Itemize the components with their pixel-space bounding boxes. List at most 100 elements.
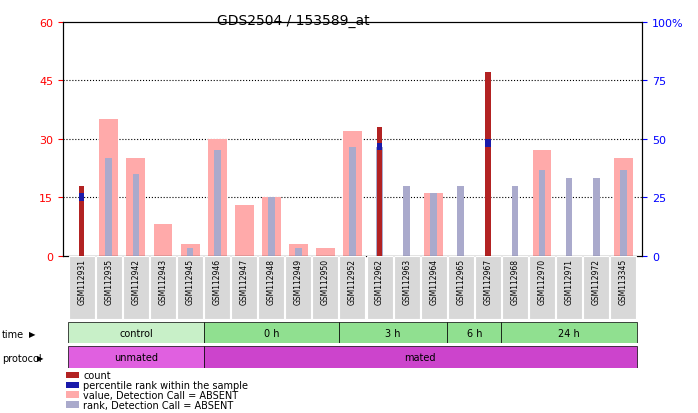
Text: GSM112946: GSM112946 — [213, 259, 222, 305]
Bar — [186, 248, 193, 256]
Bar — [349, 147, 356, 256]
Bar — [316, 248, 335, 256]
Bar — [448, 257, 474, 319]
Text: GSM112931: GSM112931 — [77, 259, 87, 304]
Text: GSM112967: GSM112967 — [483, 259, 492, 305]
Bar — [105, 159, 112, 256]
Bar — [512, 186, 519, 256]
Text: value, Detection Call = ABSENT: value, Detection Call = ABSENT — [83, 390, 238, 400]
Bar — [565, 178, 572, 256]
Bar — [154, 225, 172, 256]
Bar — [214, 151, 221, 256]
Text: GSM112971: GSM112971 — [565, 259, 574, 304]
Bar — [620, 171, 627, 256]
Bar — [501, 323, 637, 343]
Text: GSM112962: GSM112962 — [375, 259, 384, 304]
Bar — [79, 194, 84, 202]
Bar — [485, 140, 491, 147]
Bar — [99, 120, 119, 256]
Bar — [376, 147, 383, 256]
Text: GSM112943: GSM112943 — [158, 259, 168, 305]
Text: GDS2504 / 153589_at: GDS2504 / 153589_at — [217, 14, 369, 28]
Bar — [343, 132, 362, 256]
Bar — [289, 244, 308, 256]
Bar — [593, 178, 600, 256]
Bar — [123, 257, 149, 319]
Bar — [394, 257, 419, 319]
Text: GSM112968: GSM112968 — [510, 259, 519, 304]
Text: GSM112972: GSM112972 — [592, 259, 601, 304]
Bar — [377, 143, 383, 151]
Bar — [610, 257, 636, 319]
Bar — [485, 73, 491, 256]
Bar — [262, 198, 281, 256]
Text: control: control — [119, 328, 153, 338]
Text: GSM112970: GSM112970 — [537, 259, 547, 305]
Bar — [258, 257, 284, 319]
Bar — [339, 323, 447, 343]
Text: 24 h: 24 h — [558, 328, 580, 338]
Text: GSM112950: GSM112950 — [321, 259, 330, 305]
Bar — [421, 257, 447, 319]
Bar — [69, 257, 95, 319]
Bar — [313, 257, 339, 319]
Text: GSM112965: GSM112965 — [456, 259, 466, 305]
Bar — [556, 257, 582, 319]
Bar — [68, 323, 204, 343]
Bar — [583, 257, 609, 319]
Bar — [268, 198, 274, 256]
Bar — [529, 257, 555, 319]
Bar — [614, 159, 632, 256]
Text: GSM112942: GSM112942 — [131, 259, 140, 304]
Bar — [204, 323, 339, 343]
Bar — [475, 257, 501, 319]
Text: rank, Detection Call = ABSENT: rank, Detection Call = ABSENT — [83, 400, 233, 410]
Bar — [533, 151, 551, 256]
Bar — [457, 186, 464, 256]
Text: percentile rank within the sample: percentile rank within the sample — [83, 380, 248, 390]
Text: GSM112964: GSM112964 — [429, 259, 438, 305]
Bar — [235, 206, 253, 256]
Text: GSM113345: GSM113345 — [618, 259, 628, 305]
Text: GSM112952: GSM112952 — [348, 259, 357, 304]
Text: 6 h: 6 h — [466, 328, 482, 338]
Text: ▶: ▶ — [37, 354, 43, 363]
Text: GSM112963: GSM112963 — [402, 259, 411, 305]
Bar — [79, 186, 84, 256]
Bar — [208, 140, 227, 256]
Text: unmated: unmated — [114, 352, 158, 362]
Bar — [231, 257, 257, 319]
Text: ▶: ▶ — [29, 329, 36, 338]
Text: GSM112948: GSM112948 — [267, 259, 276, 304]
Text: mated: mated — [404, 352, 436, 362]
Bar — [431, 194, 437, 256]
Bar — [502, 257, 528, 319]
Text: GSM112935: GSM112935 — [104, 259, 113, 305]
Text: GSM112947: GSM112947 — [239, 259, 248, 305]
Bar — [177, 257, 203, 319]
Bar — [447, 323, 501, 343]
Bar — [96, 257, 122, 319]
Bar — [424, 194, 443, 256]
Bar — [126, 159, 145, 256]
Text: protocol: protocol — [2, 353, 42, 363]
Bar — [339, 257, 366, 319]
Text: GSM112945: GSM112945 — [186, 259, 195, 305]
Text: 0 h: 0 h — [264, 328, 279, 338]
Bar — [204, 347, 637, 368]
Bar — [181, 244, 200, 256]
Bar — [68, 347, 204, 368]
Bar — [539, 171, 545, 256]
Text: GSM112949: GSM112949 — [294, 259, 303, 305]
Bar — [403, 186, 410, 256]
Bar — [377, 128, 383, 256]
Bar — [133, 174, 140, 256]
Bar — [204, 257, 230, 319]
Bar — [295, 248, 302, 256]
Bar — [285, 257, 311, 319]
Bar — [150, 257, 176, 319]
Text: count: count — [83, 370, 111, 380]
Text: 3 h: 3 h — [385, 328, 401, 338]
Bar — [366, 257, 392, 319]
Text: time: time — [2, 329, 24, 339]
